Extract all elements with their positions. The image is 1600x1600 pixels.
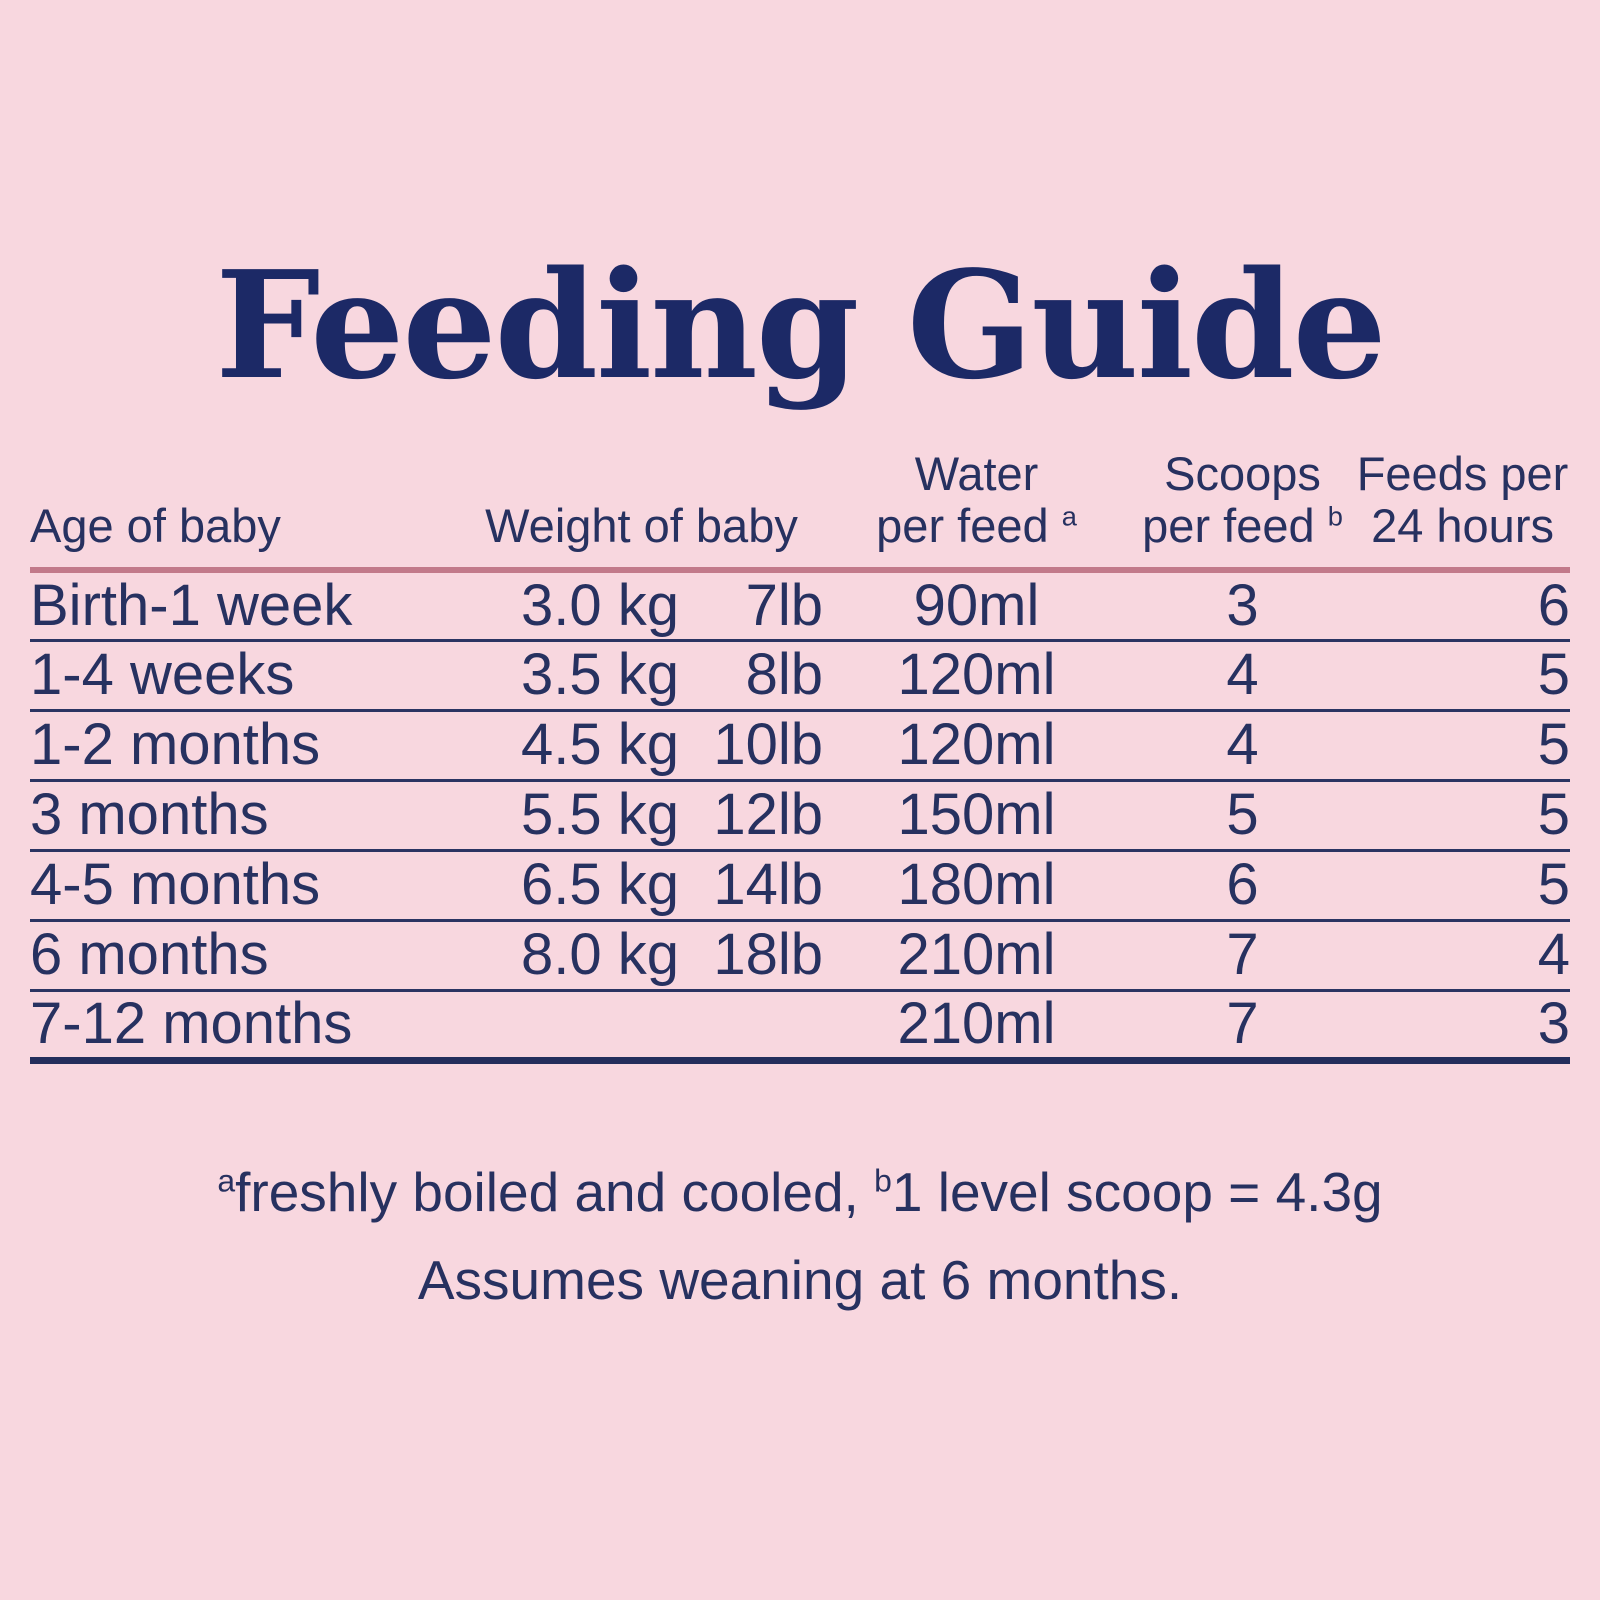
- cell-weight-lb: 7lb: [685, 570, 824, 642]
- cell-age: 1-2 months: [30, 710, 460, 782]
- cell-feeds: 3: [1355, 990, 1571, 1064]
- cell-weight-kg: 8.0 kg: [460, 920, 685, 992]
- header-weight: Weight of baby: [460, 448, 824, 574]
- table-row: 7-12 months 210ml 7 3: [30, 990, 1571, 1064]
- cell-feeds: 5: [1355, 710, 1571, 782]
- cell-feeds: 4: [1355, 920, 1571, 992]
- footnote-marker-a: a: [1061, 500, 1077, 532]
- cell-scoops: 5: [1130, 780, 1356, 852]
- cell-scoops: 6: [1130, 850, 1356, 922]
- footnote-secondary: Assumes weaning at 6 months.: [417, 1249, 1183, 1311]
- footnote-marker-b: b: [1327, 500, 1343, 532]
- table-row: 4-5 months 6.5 kg 14lb 180ml 6 5: [30, 850, 1571, 922]
- cell-water: 210ml: [823, 990, 1131, 1064]
- cell-age: 7-12 months: [30, 990, 460, 1064]
- header-feeds-per-24-hours: Feeds per 24 hours: [1355, 448, 1571, 574]
- cell-weight-lb: 14lb: [685, 850, 824, 922]
- page-title: Feeding Guide: [215, 238, 1387, 412]
- table-row: 3 months 5.5 kg 12lb 150ml 5 5: [30, 780, 1571, 852]
- cell-age: 6 months: [30, 920, 460, 992]
- cell-feeds: 5: [1355, 850, 1571, 922]
- cell-scoops: 4: [1130, 640, 1356, 712]
- cell-water: 120ml: [823, 710, 1131, 782]
- header-age: Age of baby: [30, 448, 460, 574]
- cell-scoops: 3: [1130, 570, 1356, 642]
- footnote-sup-b: b: [874, 1162, 892, 1199]
- cell-scoops: 4: [1130, 710, 1356, 782]
- cell-water: 180ml: [823, 850, 1131, 922]
- cell-feeds: 5: [1355, 780, 1571, 852]
- cell-weight-kg: 3.5 kg: [460, 640, 685, 712]
- footnotes: afreshly boiled and cooled, b1 level sco…: [0, 1148, 1600, 1324]
- table-row: 1-2 months 4.5 kg 10lb 120ml 4 5: [30, 710, 1571, 782]
- cell-weight-lb: 10lb: [685, 710, 824, 782]
- cell-weight-kg: [460, 990, 685, 1064]
- cell-age: 1-4 weeks: [30, 640, 460, 712]
- cell-weight-kg: 5.5 kg: [460, 780, 685, 852]
- cell-feeds: 6: [1355, 570, 1571, 642]
- cell-weight-lb: 12lb: [685, 780, 824, 852]
- cell-weight-lb: 18lb: [685, 920, 824, 992]
- cell-scoops: 7: [1130, 920, 1356, 992]
- cell-weight-kg: 4.5 kg: [460, 710, 685, 782]
- table-header-row: Age of baby Weight of baby Water per fee…: [30, 448, 1571, 574]
- table-row: 1-4 weeks 3.5 kg 8lb 120ml 4 5: [30, 640, 1571, 712]
- cell-weight-kg: 3.0 kg: [460, 570, 685, 642]
- cell-water: 120ml: [823, 640, 1131, 712]
- footnote-sup-a: a: [217, 1162, 236, 1199]
- cell-age: 4-5 months: [30, 850, 460, 922]
- cell-water: 210ml: [823, 920, 1131, 992]
- header-scoops-per-feed: Scoops per feed b: [1130, 448, 1356, 574]
- cell-water: 90ml: [823, 570, 1131, 642]
- cell-age: 3 months: [30, 780, 460, 852]
- cell-age: Birth-1 week: [30, 570, 460, 642]
- feeding-table: Age of baby Weight of baby Water per fee…: [30, 448, 1571, 1064]
- cell-weight-kg: 6.5 kg: [460, 850, 685, 922]
- cell-water: 150ml: [823, 780, 1131, 852]
- cell-scoops: 7: [1130, 990, 1356, 1064]
- table-row: Birth-1 week 3.0 kg 7lb 90ml 3 6: [30, 570, 1571, 642]
- cell-feeds: 5: [1355, 640, 1571, 712]
- table-row: 6 months 8.0 kg 18lb 210ml 7 4: [30, 920, 1571, 992]
- header-water-per-feed: Water per feed a: [823, 448, 1131, 574]
- footnote-primary: afreshly boiled and cooled, b1 level sco…: [217, 1161, 1383, 1223]
- cell-weight-lb: 8lb: [685, 640, 824, 712]
- cell-weight-lb: [685, 990, 824, 1064]
